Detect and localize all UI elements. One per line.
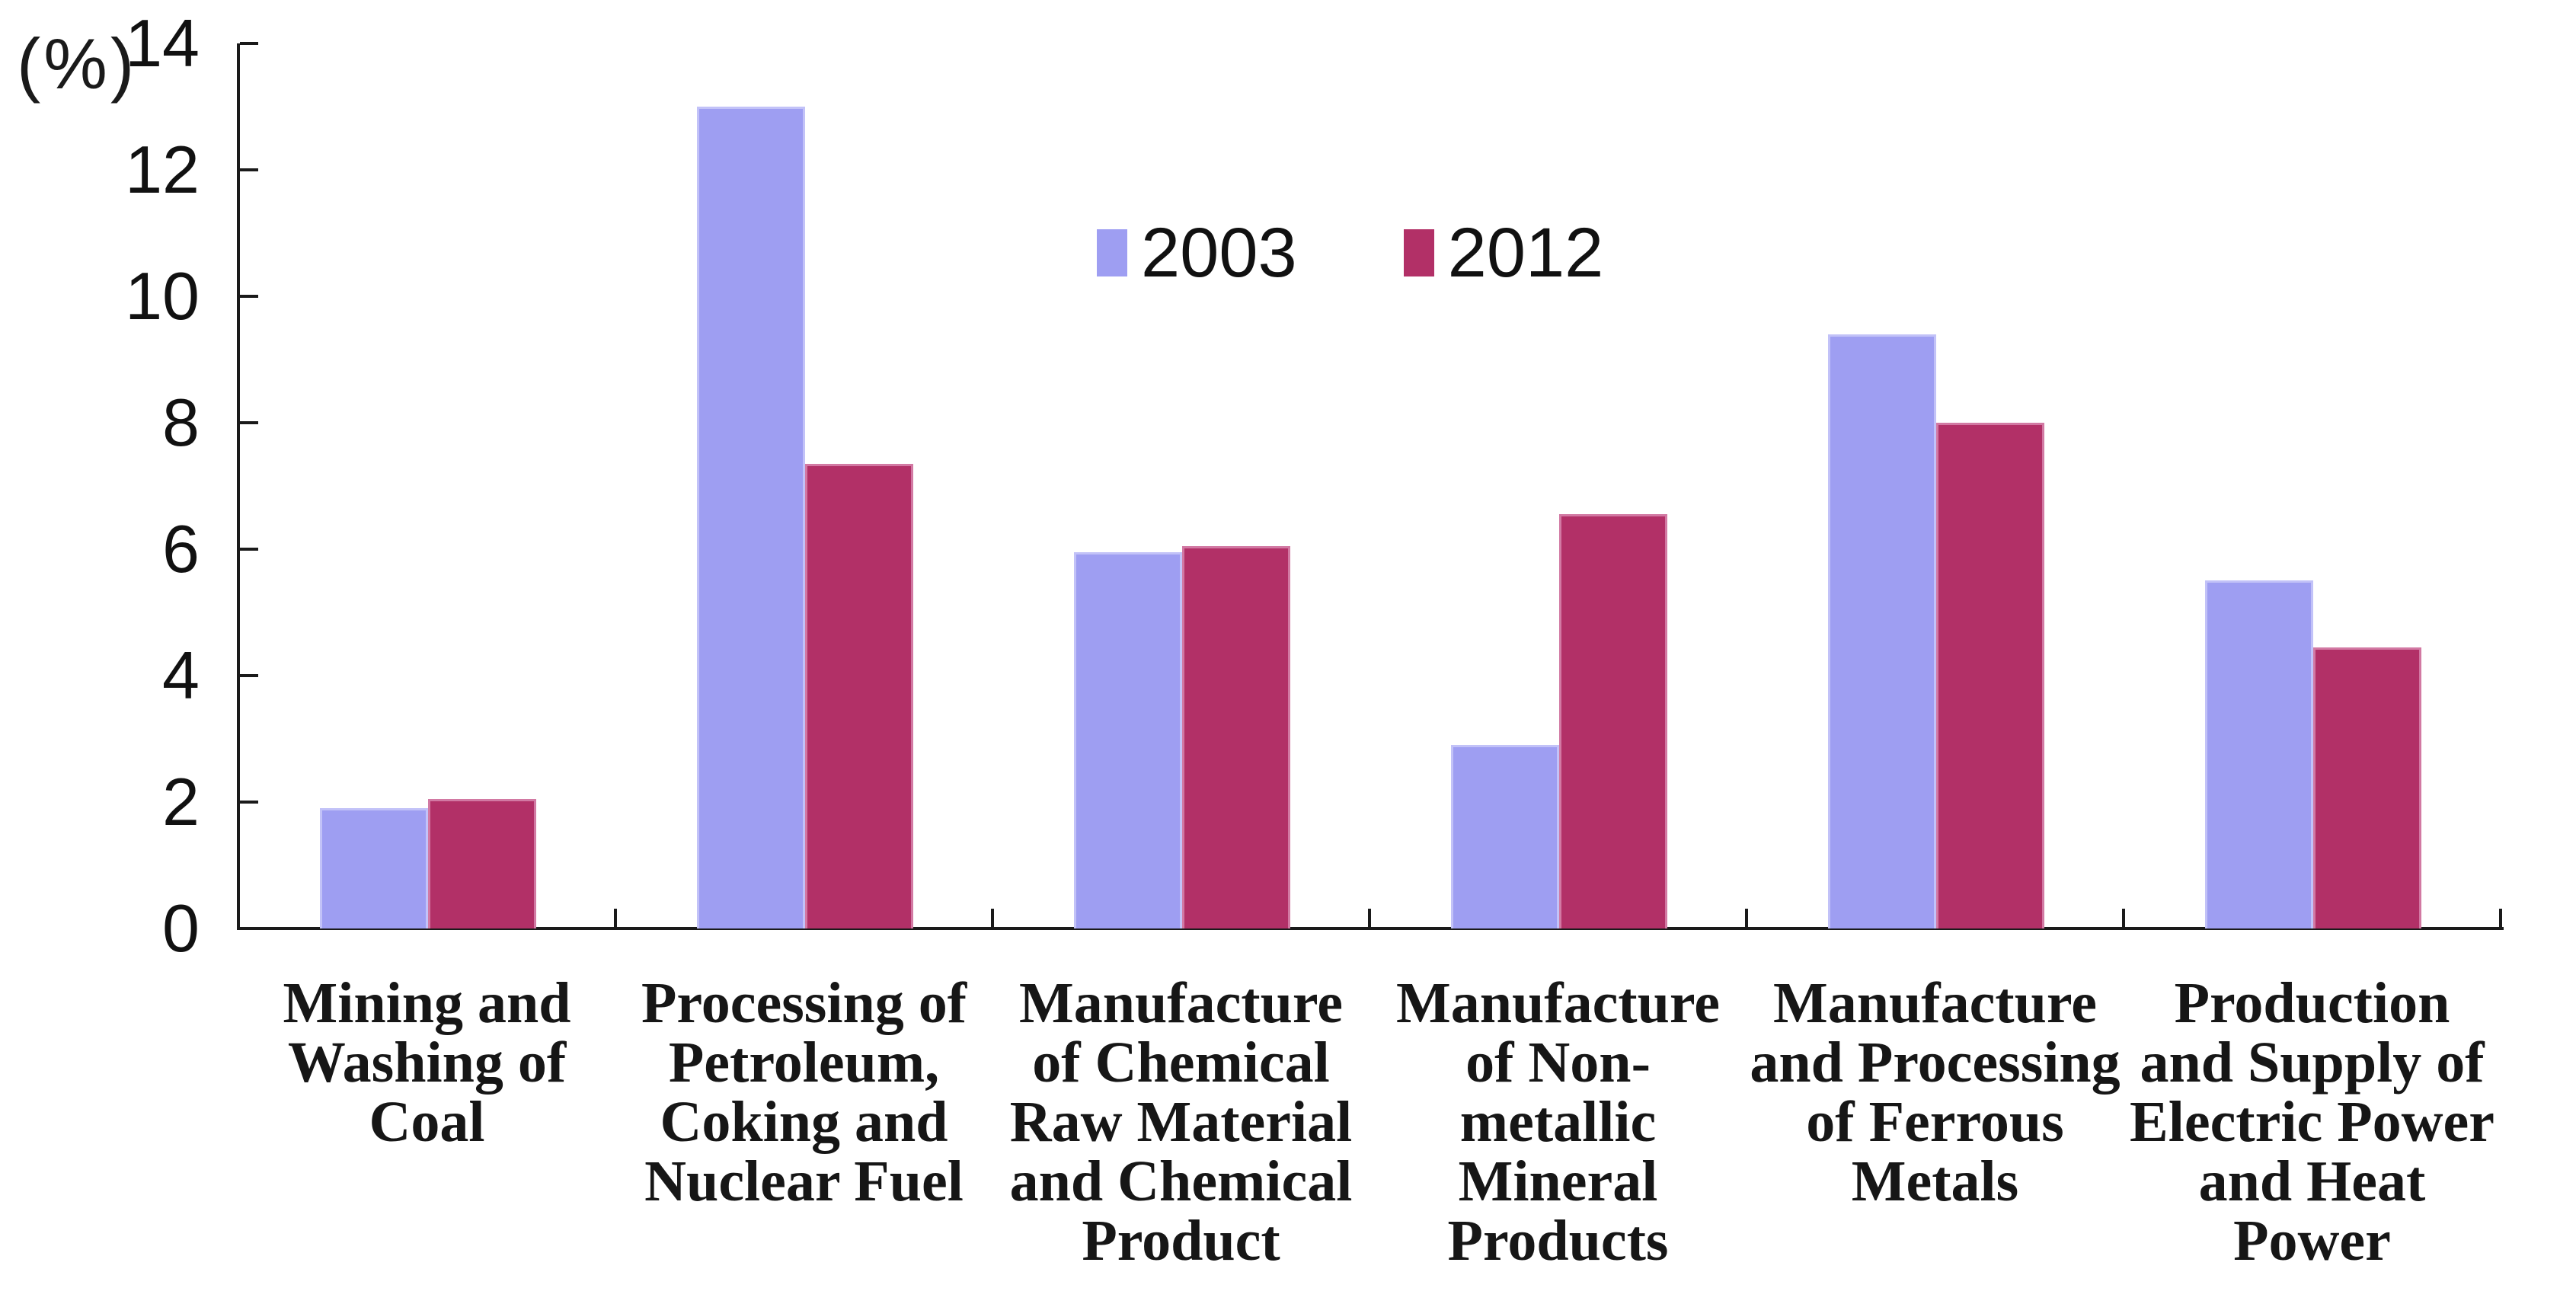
x-tick-mark-4	[1745, 909, 1748, 927]
y-tick-label-0: 0	[162, 890, 200, 966]
bar-2003-category-5	[1828, 334, 1936, 928]
category-axis-labels: Mining and Washing of Coal Processing of …	[238, 973, 2501, 1270]
legend-label-2012: 2012	[1447, 214, 1604, 292]
y-tick-label-10: 10	[125, 258, 200, 334]
y-tick-mark-14	[240, 42, 258, 45]
category-label-3: Manufacture of Chemical Raw Material and…	[1009, 971, 1353, 1273]
y-tick-label-6: 6	[162, 511, 200, 586]
bar-2012-category-2	[805, 464, 913, 928]
legend: 2003 2012	[1097, 215, 1603, 291]
bar-2003-category-3	[1074, 552, 1182, 928]
x-tick-mark-5	[2122, 909, 2125, 927]
category-label-4: Manufacture of Non- metallic Mineral Pro…	[1396, 971, 1720, 1273]
y-tick-mark-10	[240, 295, 258, 298]
x-axis-line	[237, 927, 2504, 930]
y-axis-line	[237, 43, 240, 930]
legend-item-2003: 2003	[1097, 218, 1297, 288]
y-tick-label-14: 14	[125, 5, 200, 81]
y-tick-label-4: 4	[162, 638, 200, 713]
y-tick-mark-2	[240, 801, 258, 804]
y-tick-mark-12	[240, 168, 258, 171]
y-tick-label-2: 2	[162, 764, 200, 839]
x-tick-mark-1	[614, 909, 617, 927]
y-tick-mark-8	[240, 421, 258, 424]
bar-2012-category-3	[1182, 546, 1290, 928]
bar-2003-category-1	[320, 808, 428, 928]
bar-2012-category-5	[1936, 423, 2044, 928]
category-label-5: Manufacture and Processing of Ferrous Me…	[1750, 971, 2121, 1213]
legend-swatch-2012-icon	[1403, 229, 1434, 276]
x-tick-mark-3	[1368, 909, 1371, 927]
bar-2012-category-1	[428, 799, 536, 928]
bar-2003-category-6	[2205, 580, 2313, 928]
y-tick-label-12: 12	[125, 132, 200, 207]
y-tick-mark-6	[240, 548, 258, 551]
x-tick-mark-6	[2499, 909, 2502, 927]
category-label-6: Production and Supply of Electric Power …	[2130, 971, 2495, 1273]
bar-2003-category-4	[1451, 745, 1559, 928]
legend-label-2003: 2003	[1141, 214, 1297, 292]
y-tick-mark-4	[240, 674, 258, 677]
bar-2003-category-2	[697, 107, 805, 928]
bar-2012-category-4	[1559, 514, 1667, 928]
y-tick-label-8: 8	[162, 385, 200, 460]
legend-swatch-2003-icon	[1097, 229, 1127, 276]
x-tick-mark-2	[991, 909, 994, 927]
category-label-2: Processing of Petroleum, Coking and Nucl…	[641, 971, 967, 1213]
legend-item-2012: 2012	[1403, 214, 1604, 292]
y-axis-unit-label: (%)	[17, 24, 138, 104]
bar-2012-category-6	[2313, 647, 2421, 928]
category-label-1: Mining and Washing of Coal	[283, 971, 571, 1154]
